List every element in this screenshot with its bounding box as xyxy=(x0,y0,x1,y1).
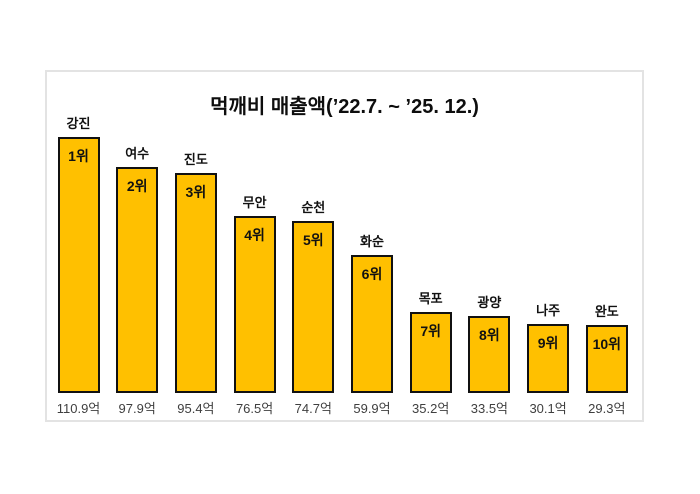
bar-city-label: 무안 xyxy=(242,195,267,210)
bar-value-label: 35.2억 xyxy=(412,401,450,416)
bar-city-label: 화순 xyxy=(360,234,384,249)
bar-rank-label: 4위 xyxy=(244,227,265,243)
bar: 3위 xyxy=(174,173,217,393)
bar-city-label: 진도 xyxy=(183,152,208,167)
bar-rank-label: 7위 xyxy=(420,323,442,339)
bar: 1위 xyxy=(57,137,100,393)
bar-rank-label: 9위 xyxy=(537,335,559,351)
bar-rank-label: 8위 xyxy=(479,327,500,343)
bar-rank-label: 5위 xyxy=(302,232,324,248)
bar: 8위 xyxy=(468,316,511,393)
bar-rank-label: 1위 xyxy=(68,148,89,164)
bar-city-label: 나주 xyxy=(536,303,561,318)
bar-value-label: 110.9억 xyxy=(56,401,101,416)
bar: 9위 xyxy=(527,324,570,393)
bar-city-label: 강진 xyxy=(66,116,91,131)
bar-rank-label: 3위 xyxy=(185,184,207,200)
bar-rank-label: 6위 xyxy=(361,266,383,282)
bar-value-label: 29.3억 xyxy=(588,401,626,416)
bar-rank-label: 2위 xyxy=(126,178,148,194)
bar-city-label: 광양 xyxy=(477,295,502,310)
bar-rank-label: 10위 xyxy=(592,336,622,352)
bar-value-label: 76.5억 xyxy=(235,401,274,416)
bar: 2위 xyxy=(116,167,159,393)
bar-value-label: 33.5억 xyxy=(470,401,509,416)
bar: 5위 xyxy=(292,221,335,393)
bar: 7위 xyxy=(409,312,452,393)
bar-city-label: 여수 xyxy=(125,146,150,161)
chart-title: 먹깨비 매출액(’22.7. ~ ’25. 12.) xyxy=(210,96,479,118)
bar-value-label: 95.4억 xyxy=(177,401,215,416)
bar-city-label: 순천 xyxy=(301,200,326,215)
bar-value-label: 97.9억 xyxy=(118,401,156,416)
bar: 6위 xyxy=(351,255,393,393)
bar-value-label: 59.9억 xyxy=(353,401,391,416)
bar-city-label: 완도 xyxy=(594,304,619,319)
bar: 10위 xyxy=(585,325,628,393)
bar-value-label: 30.1억 xyxy=(529,401,567,416)
bar-city-label: 목포 xyxy=(418,291,443,306)
bar-value-label: 74.7억 xyxy=(294,401,332,416)
bar: 4위 xyxy=(233,216,276,393)
